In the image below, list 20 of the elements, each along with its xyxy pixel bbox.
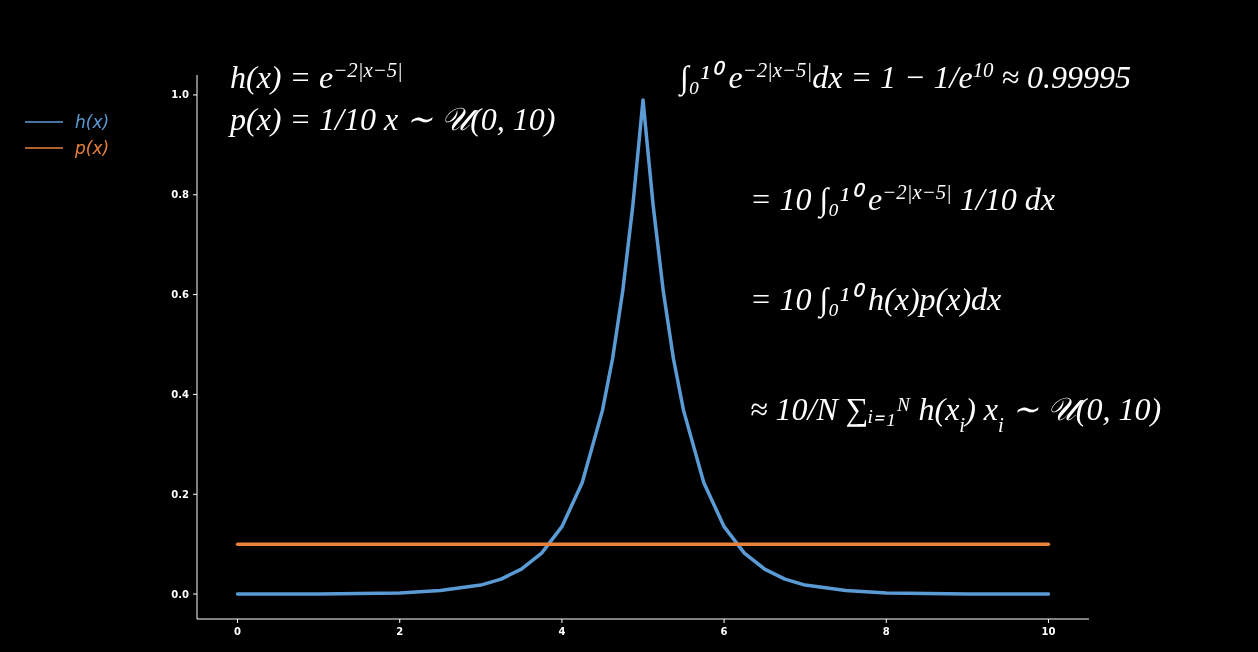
y-tick-label: 0.0 [171, 588, 190, 600]
annotation: = 10 ∫₀¹⁰ e$^{−2|x−5|}$ 1/10 dx [750, 179, 1055, 219]
annotation: = 10 ∫₀¹⁰ h(x)p(x)dx [750, 281, 1002, 319]
x-tick-label: 6 [720, 626, 728, 637]
x-tick-label: 2 [396, 626, 404, 637]
annotation: h(x) = e$^{−2|x−5|}$ [230, 57, 403, 95]
y-tick-label: 0.2 [171, 488, 190, 500]
y-tick-label: 0.6 [171, 289, 190, 301]
y-tick-label: 0.4 [171, 388, 190, 400]
annotation: ≈ 10/N ∑ᵢ₌₁ᴺ h(x$_{i}$) x$_{i}$ ∼ 𝒰(0, 10) [750, 391, 1162, 436]
x-tick-label: 0 [234, 626, 242, 637]
y-tick-label: 0.8 [171, 189, 190, 201]
legend-label: p(x) [74, 137, 110, 158]
x-tick-label: 4 [558, 626, 566, 637]
annotation: p(x) = 1/10 x ∼ 𝒰(0, 10) [228, 101, 556, 137]
y-tick-label: 1.0 [171, 89, 190, 101]
x-tick-label: 10 [1041, 626, 1056, 637]
x-tick-label: 8 [882, 626, 890, 637]
legend-label: h(x) [75, 111, 110, 132]
annotation: ∫₀¹⁰ e$^{−2|x−5|}$dx = 1 − 1/e$^{10}$ ≈ 0.99995 [678, 57, 1132, 97]
